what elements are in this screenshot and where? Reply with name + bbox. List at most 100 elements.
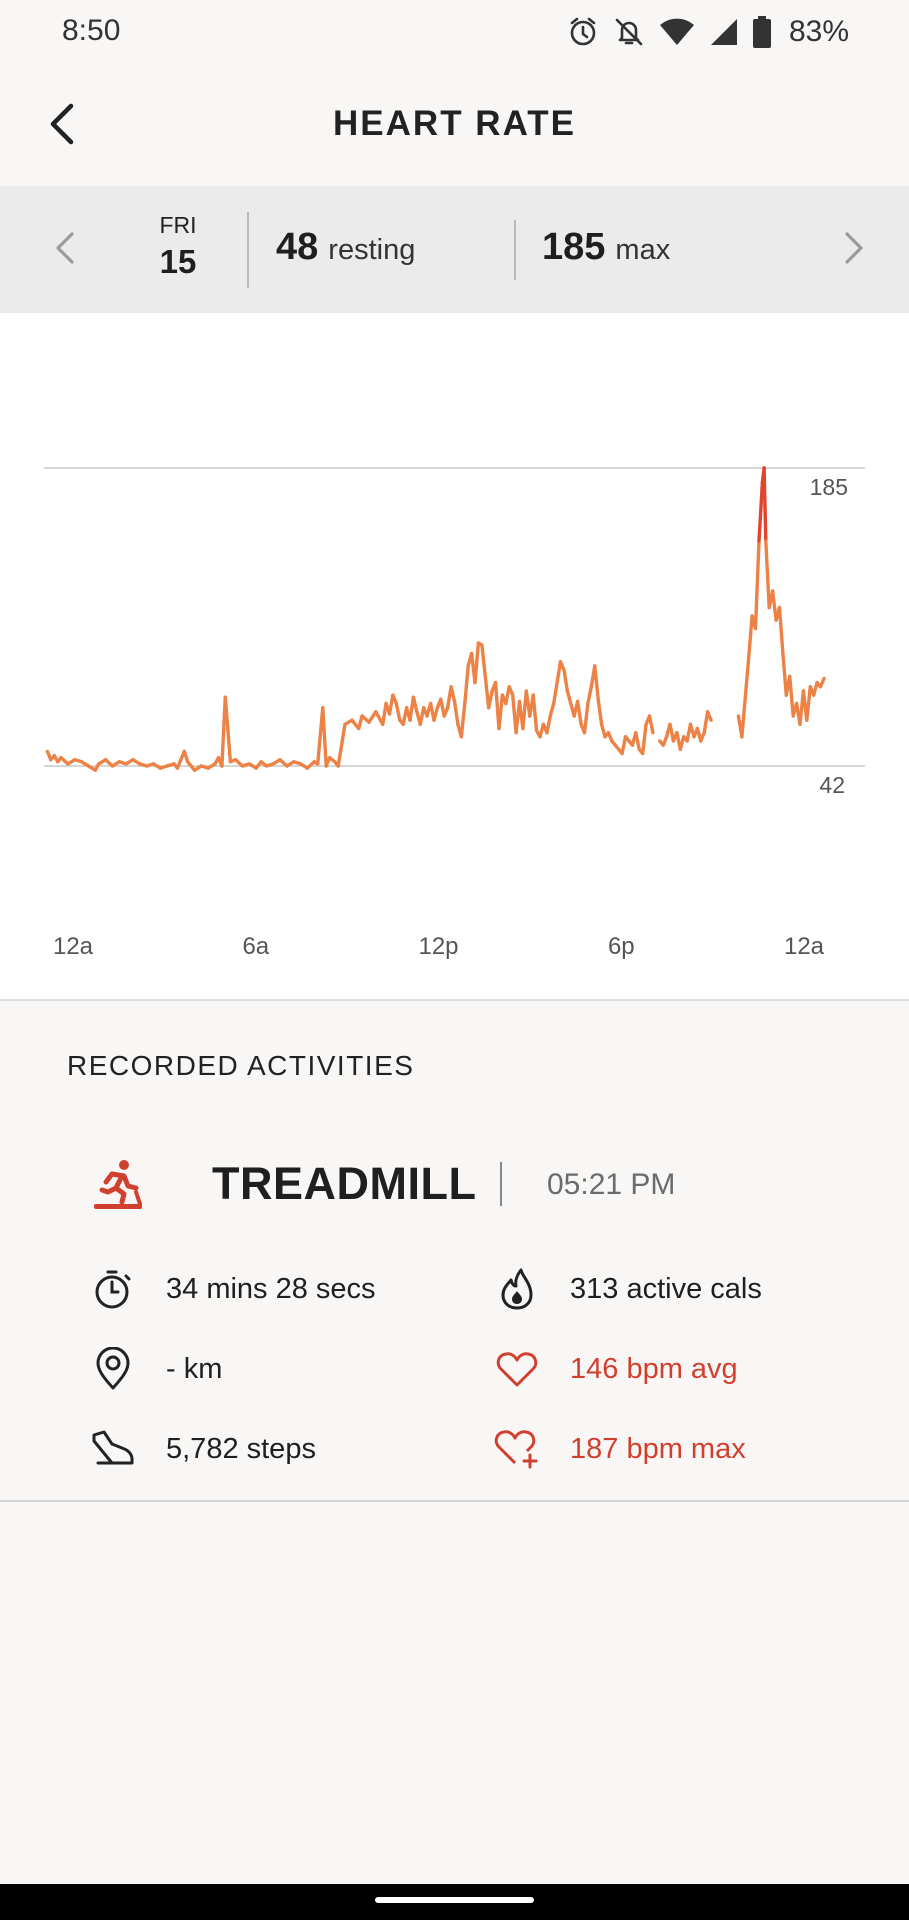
distance-text: - km	[166, 1352, 223, 1385]
flame-icon	[494, 1266, 540, 1312]
back-button[interactable]	[40, 96, 84, 152]
heart-rate-line-segment	[411, 695, 419, 714]
heart-rate-line-segment	[321, 706, 328, 768]
heart-rate-chart-svg: 185 42 12a 6a 12p 6p 12a	[44, 466, 865, 960]
duration-text: 34 mins 28 secs	[166, 1272, 376, 1305]
heart-rate-line-segment	[781, 651, 788, 697]
max-bpm-metric: 187 bpm max	[494, 1426, 746, 1472]
heart-rate-line-segment	[640, 722, 648, 756]
day-summary-bar: FRI 15 48 resting 185 max	[0, 186, 909, 313]
heart-plus-icon	[494, 1426, 540, 1472]
heart-rate-line-segment	[812, 680, 819, 697]
home-gesture-handle[interactable]	[375, 1897, 534, 1903]
system-navigation-bar	[0, 1884, 909, 1920]
heart-rate-line-segment	[487, 689, 494, 710]
heart-rate-line-segment	[788, 674, 795, 718]
heart-rate-chart: 185 42 12a 6a 12p 6p 12a	[0, 313, 909, 1001]
heart-rate-line-segment	[432, 706, 440, 722]
heart-rate-line-segment	[552, 680, 559, 706]
steps-text: 5,782 steps	[166, 1432, 316, 1465]
heart-rate-line-segment	[753, 539, 761, 631]
heart-rate-line-segment	[777, 605, 785, 656]
stopwatch-icon	[90, 1266, 136, 1312]
heart-rate-line-segment	[497, 693, 505, 731]
heart-rate-line-segment	[336, 722, 347, 768]
app-bar: HEART RATE	[0, 64, 909, 186]
battery-percent: 83%	[788, 15, 849, 48]
activity-name: TREADMILL	[212, 1158, 477, 1209]
heart-rate-line-segment	[582, 701, 590, 735]
heart-rate-line-segment	[705, 710, 713, 722]
heart-rate-line-segment	[740, 655, 751, 739]
heart-rate-line-segment	[452, 699, 460, 726]
heart-rate-line-segment	[593, 664, 600, 701]
avg-bpm-text: 146 bpm avg	[570, 1352, 738, 1385]
heart-rate-line-segment	[185, 760, 197, 772]
heart-rate-line-segment	[387, 693, 395, 716]
alarm-icon	[567, 16, 599, 48]
activity-time: 05:21 PM	[547, 1168, 676, 1201]
heart-rate-line-segment	[449, 685, 457, 704]
day-number: 15	[159, 243, 197, 280]
heart-rate-line-segment	[555, 660, 563, 685]
summary-divider	[247, 212, 249, 288]
status-time: 8:50	[62, 14, 121, 47]
max-label: max	[615, 234, 671, 266]
shoe-icon	[90, 1426, 136, 1472]
activity-card[interactable]: TREADMILL 05:21 PM 34 mins 28 secs - km …	[0, 1120, 909, 1502]
next-day-button[interactable]	[829, 216, 879, 280]
heart-rate-line-segment	[565, 689, 573, 706]
max-reference-label: 185	[810, 474, 848, 500]
heart-rate-line-segment	[562, 668, 570, 693]
heart-rate-line-segment	[634, 731, 641, 751]
day-name: FRI	[159, 212, 197, 238]
date-display: FRI 15	[150, 212, 206, 281]
max-value: 185	[542, 226, 606, 268]
activity-divider	[500, 1162, 502, 1206]
cell-signal-icon	[709, 17, 739, 47]
chevron-right-icon	[845, 232, 863, 264]
distance-metric: - km	[90, 1346, 222, 1392]
battery-icon	[752, 16, 771, 48]
calories-metric: 313 active cals	[494, 1266, 762, 1312]
heart-rate-line-segment	[762, 466, 768, 543]
heart-rate-line-segment	[818, 676, 826, 689]
status-icons: 83%	[567, 14, 849, 50]
heart-rate-line-segment	[647, 714, 655, 735]
max-stat: 185 max	[542, 226, 670, 269]
min-reference-label: 42	[819, 772, 845, 798]
recorded-activities-title: RECORDED ACTIVITIES	[67, 1050, 415, 1081]
treadmill-icon	[92, 1158, 146, 1217]
heart-rate-line-segment	[223, 695, 233, 764]
heart-rate-line-segment	[620, 735, 628, 756]
heart-rate-line-segment	[545, 714, 552, 735]
resting-label: resting	[328, 234, 416, 266]
heart-rate-line-segment	[805, 685, 812, 722]
heart-rate-line-segment	[770, 589, 778, 622]
heart-rate-line-segment	[702, 710, 710, 735]
heart-rate-line-segment	[596, 697, 604, 726]
status-bar: 8:50 83%	[0, 0, 909, 64]
heart-rate-line-segment	[764, 539, 771, 610]
heart-rate-line-segment	[747, 614, 754, 660]
steps-metric: 5,782 steps	[90, 1426, 316, 1472]
x-tick-label: 12a	[784, 933, 825, 960]
wifi-icon	[659, 17, 695, 47]
duration-metric: 34 mins 28 secs	[90, 1266, 376, 1312]
x-tick-label: 12a	[53, 933, 94, 960]
avg-bpm-metric: 146 bpm avg	[494, 1346, 738, 1392]
heart-rate-line-segment	[757, 480, 765, 543]
x-tick-label: 6a	[242, 933, 269, 960]
heart-rate-line-segment	[599, 722, 607, 739]
x-tick-label: 12p	[418, 933, 458, 960]
heart-icon	[494, 1346, 540, 1392]
heart-rate-line-segment	[367, 710, 378, 724]
active-calories-text: 313 active cals	[570, 1272, 762, 1305]
chevron-left-icon	[56, 232, 74, 264]
previous-day-button[interactable]	[40, 216, 90, 280]
heart-rate-line-segment	[182, 749, 190, 764]
x-tick-label: 6p	[608, 933, 635, 960]
heart-rate-line-segment	[459, 701, 467, 739]
heart-rate-line-segment	[548, 701, 556, 718]
page-title: HEART RATE	[333, 104, 576, 143]
